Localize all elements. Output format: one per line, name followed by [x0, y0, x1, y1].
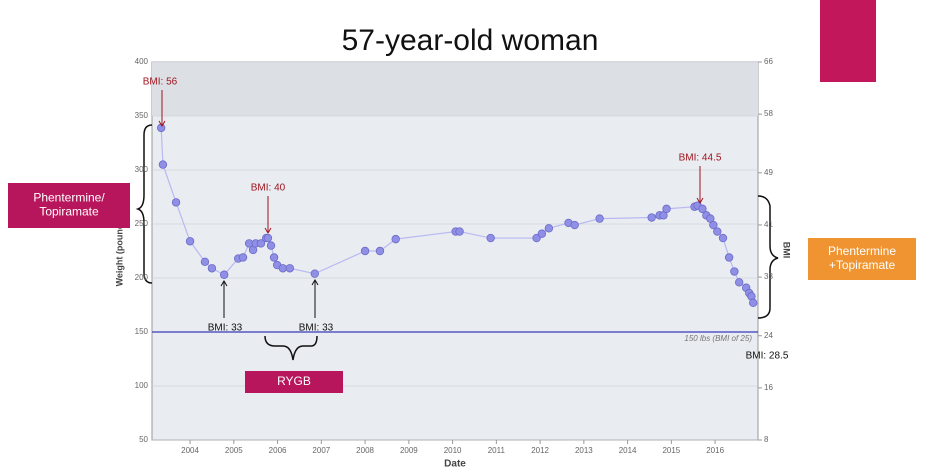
box-label: RYGB — [277, 374, 311, 388]
y2-tick-label: 49 — [764, 168, 773, 177]
y-tick-label: 250 — [135, 219, 149, 228]
data-point — [544, 224, 554, 233]
data-point — [713, 227, 722, 236]
y2-axis-label: BMI — [782, 242, 792, 259]
data-point — [486, 233, 495, 243]
box-label: Phentermine/ — [33, 191, 105, 205]
y2-tick-label: 58 — [764, 109, 773, 118]
chart-title: 57-year-old woman — [342, 24, 599, 57]
y2-tick-label: 16 — [764, 383, 773, 392]
data-point — [391, 234, 400, 244]
data-point — [285, 264, 295, 273]
decoration — [820, 0, 876, 82]
arrow-head — [696, 197, 704, 204]
label-box — [8, 183, 130, 228]
data-point — [748, 298, 758, 308]
data-point — [724, 253, 734, 262]
x-tick-label: 2011 — [488, 446, 506, 455]
data-point — [698, 204, 707, 214]
label-box — [808, 238, 916, 280]
data-point — [537, 229, 547, 238]
data-point — [455, 227, 464, 236]
annotation: BMI: 56 — [143, 77, 178, 88]
data-point — [278, 264, 288, 273]
data-point — [158, 160, 168, 169]
x-tick-label: 2004 — [181, 446, 199, 455]
annotation: BMI: 33 — [208, 323, 243, 334]
x-tick-label: 2005 — [225, 446, 243, 455]
y-tick-label: 200 — [135, 273, 149, 282]
data-point — [570, 220, 579, 230]
arrow-head — [264, 227, 272, 234]
x-tick-label: 2014 — [619, 446, 637, 455]
data-point — [171, 198, 181, 207]
data-point — [263, 233, 273, 243]
y-tick-label: 400 — [135, 57, 149, 66]
data-point — [730, 267, 739, 276]
y-tick-label: 350 — [135, 111, 149, 120]
data-point — [647, 213, 656, 222]
data-point — [662, 204, 671, 214]
box-label: Phentermine — [828, 244, 896, 258]
arrow-head — [311, 279, 319, 286]
y-axis-label: Weight (pounds) — [114, 216, 124, 287]
plot-band — [152, 62, 758, 116]
data-point — [595, 214, 604, 223]
x-tick-label: 2009 — [400, 446, 418, 455]
data-point — [200, 257, 210, 266]
bracket — [264, 335, 318, 361]
arrow-head — [158, 120, 166, 127]
y-tick-label: 50 — [139, 435, 148, 444]
x-axis-label: Date — [444, 459, 466, 470]
annotation: BMI: 33 — [299, 323, 334, 334]
y-tick-label: 300 — [135, 165, 149, 174]
data-point — [734, 278, 744, 287]
y2-tick-label: 33 — [764, 272, 773, 281]
data-point — [375, 246, 385, 256]
bracket — [135, 124, 153, 284]
y2-tick-label: 66 — [764, 57, 773, 66]
label-box — [245, 371, 343, 393]
y2-tick-label: 8 — [764, 435, 769, 444]
x-tick-label: 2010 — [444, 446, 462, 455]
x-tick-label: 2013 — [575, 446, 593, 455]
data-point — [238, 253, 248, 262]
y-tick-label: 100 — [135, 381, 149, 390]
data-point — [219, 270, 229, 279]
x-tick-label: 2012 — [531, 446, 549, 455]
data-point — [207, 264, 217, 273]
box-label: Topiramate — [39, 205, 99, 219]
plot-area — [151, 61, 759, 441]
data-point — [360, 246, 370, 256]
data-point — [310, 269, 319, 278]
y2-tick-label: 41 — [764, 220, 773, 229]
y2-tick-label: 24 — [764, 331, 773, 340]
annotation: BMI: 44.5 — [679, 153, 722, 164]
data-point — [709, 220, 718, 230]
bracket — [757, 195, 779, 319]
y-tick-label: 150 — [135, 327, 149, 336]
data-point — [718, 233, 728, 243]
data-point — [185, 237, 195, 246]
annotation: BMI: 28.5 — [746, 351, 789, 362]
arrow-head — [220, 280, 228, 287]
annotation: BMI: 40 — [251, 183, 286, 194]
x-tick-label: 2015 — [662, 446, 680, 455]
x-tick-label: 2007 — [312, 446, 330, 455]
x-tick-label: 2008 — [356, 446, 374, 455]
x-tick-label: 2016 — [706, 446, 724, 455]
data-point — [266, 241, 276, 250]
box-label: +Topiramate — [829, 258, 896, 272]
data-point — [269, 253, 279, 262]
data-point — [256, 239, 266, 248]
reference-label: 150 lbs (BMI of 25) — [684, 334, 752, 343]
x-tick-label: 2006 — [269, 446, 287, 455]
